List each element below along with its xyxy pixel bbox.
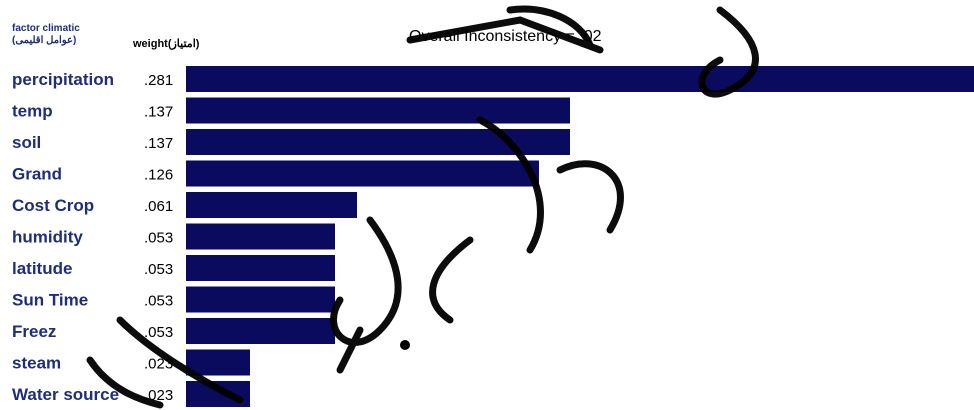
category-label: Grand — [12, 165, 62, 184]
bar — [186, 160, 539, 187]
value-label: .053 — [144, 293, 173, 310]
category-label: steam — [12, 354, 61, 373]
value-label: .053 — [144, 324, 173, 341]
category-label: humidity — [12, 228, 83, 247]
category-label: soil — [12, 133, 41, 152]
value-label: .023 — [144, 356, 173, 373]
category-label: latitude — [12, 259, 72, 278]
factor-column-header: factor climatic (عوامل اقلیمی) — [12, 23, 80, 47]
category-label: temp — [12, 102, 53, 121]
bar — [186, 97, 570, 124]
category-label: Sun Time — [12, 291, 88, 310]
factor-header-line2: (عوامل اقلیمی) — [12, 35, 77, 46]
bar — [186, 318, 335, 344]
category-label: Water source — [12, 385, 119, 404]
bar — [186, 66, 974, 92]
value-label: .053 — [144, 261, 173, 278]
value-label: .137 — [144, 135, 173, 152]
value-label: .023 — [144, 387, 173, 404]
value-label: .126 — [144, 167, 173, 184]
factor-header-line1: factor climatic — [12, 23, 80, 34]
bar — [186, 223, 335, 250]
bar — [186, 129, 570, 155]
bar — [186, 192, 357, 218]
value-label: .137 — [144, 104, 173, 121]
bar — [186, 381, 250, 407]
bar — [186, 255, 335, 281]
bar — [186, 349, 250, 376]
value-label: .061 — [144, 198, 173, 215]
category-label: percipitation — [12, 70, 114, 89]
weight-column-header: weight(امتیاز) — [133, 38, 200, 50]
value-label: .053 — [144, 230, 173, 247]
category-label: Freez — [12, 322, 56, 341]
bar — [186, 286, 335, 313]
value-label: .281 — [144, 72, 173, 89]
category-label: Cost Crop — [12, 196, 94, 215]
